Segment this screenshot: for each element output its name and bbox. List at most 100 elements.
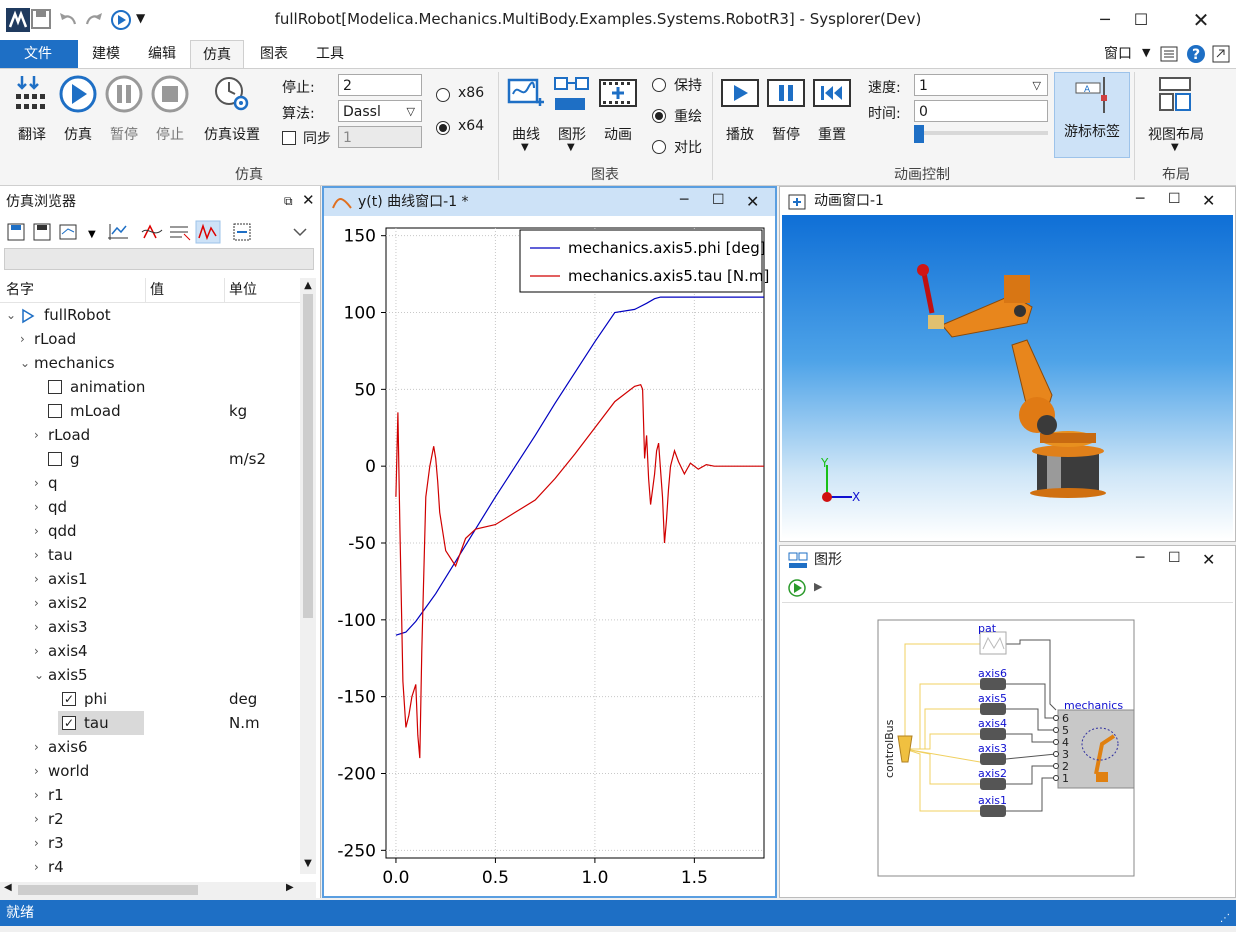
tree-row[interactable]: › axis6: [0, 735, 300, 759]
cursor-label-button[interactable]: A 游标标签: [1054, 72, 1130, 158]
menu-simulation[interactable]: 仿真: [190, 40, 244, 69]
anim-close-button[interactable]: ✕: [1202, 191, 1216, 210]
tree-row[interactable]: › axis2: [0, 591, 300, 615]
tree-row[interactable]: g m/s2: [0, 447, 300, 471]
translate-button[interactable]: 翻译: [8, 74, 56, 144]
chevron-right-icon[interactable]: ›: [34, 644, 39, 658]
chevron-right-icon[interactable]: ›: [34, 764, 39, 778]
chevron-right-icon[interactable]: ›: [34, 428, 39, 442]
chevron-down-icon[interactable]: ⌄: [20, 356, 31, 370]
variable-checkbox[interactable]: [48, 380, 62, 394]
diagram-expand-icon[interactable]: ▶: [814, 580, 823, 593]
x64-radio[interactable]: [436, 121, 450, 135]
diagram-close-button[interactable]: ✕: [1202, 550, 1216, 569]
compare-radio[interactable]: [652, 140, 666, 154]
tree-vertical-scrollbar[interactable]: ▲ ▼: [300, 278, 316, 874]
chevron-down-icon[interactable]: ⌄: [6, 308, 17, 322]
pause-sim-button[interactable]: 暂停: [102, 74, 146, 144]
tree-row[interactable]: ✓ tau N.m: [0, 711, 300, 735]
chevron-right-icon[interactable]: ›: [34, 524, 39, 538]
sync-checkbox[interactable]: [282, 131, 296, 145]
chevron-right-icon[interactable]: ›: [34, 788, 39, 802]
diagram-run-icon[interactable]: [788, 579, 806, 601]
graph-button[interactable]: 图形 ▼: [550, 74, 594, 156]
plot-minimize-button[interactable]: ─: [680, 192, 689, 208]
chevron-down-icon[interactable]: ⌄: [34, 668, 45, 682]
tree-row[interactable]: › qdd: [0, 519, 300, 543]
save-icon[interactable]: [30, 8, 52, 34]
h-scroll-thumb[interactable]: [18, 885, 198, 895]
tree-row[interactable]: › r2: [0, 807, 300, 831]
time-slider-track[interactable]: [914, 131, 1048, 135]
algorithm-select[interactable]: Dassl ▽: [338, 100, 422, 122]
stop-sim-button[interactable]: 停止: [148, 74, 192, 144]
plot-maximize-button[interactable]: ☐: [712, 192, 725, 208]
column-name[interactable]: 名字: [6, 282, 34, 298]
animation-viewport[interactable]: Y X: [782, 215, 1233, 539]
menu-modeling[interactable]: 建模: [92, 46, 120, 62]
variable-checkbox[interactable]: ✓: [62, 692, 76, 706]
menu-edit[interactable]: 编辑: [148, 46, 176, 62]
minimize-button[interactable]: ─: [1100, 10, 1110, 29]
tree-row[interactable]: mLoad kg: [0, 399, 300, 423]
tree-row[interactable]: ⌄ axis5: [0, 663, 300, 687]
variable-checkbox[interactable]: [48, 404, 62, 418]
variable-checkbox[interactable]: ✓: [62, 716, 76, 730]
list-view-icon[interactable]: [1160, 45, 1178, 67]
menu-tools[interactable]: 工具: [316, 46, 344, 62]
port-connector[interactable]: [1053, 727, 1059, 733]
menu-chart[interactable]: 图表: [260, 46, 288, 62]
tree-row[interactable]: › qd: [0, 495, 300, 519]
help-icon[interactable]: ?: [1186, 44, 1206, 68]
stop-time-input[interactable]: 2: [338, 74, 422, 96]
tree-row[interactable]: › axis1: [0, 567, 300, 591]
tree-row[interactable]: ⌄ fullRobot: [0, 303, 300, 327]
chevron-right-icon[interactable]: ›: [34, 740, 39, 754]
tree-horizontal-scrollbar[interactable]: ◀ ▶: [0, 882, 316, 898]
keep-radio[interactable]: [652, 78, 666, 92]
redo-icon[interactable]: [83, 8, 105, 34]
curve-button[interactable]: 曲线 ▼: [504, 74, 548, 156]
diagram-minimize-button[interactable]: ─: [1136, 550, 1145, 566]
chevron-right-icon[interactable]: ›: [20, 332, 25, 346]
scroll-down-icon[interactable]: ▼: [304, 858, 312, 869]
port-connector[interactable]: [1053, 715, 1059, 721]
redraw-radio[interactable]: [652, 109, 666, 123]
maximize-button[interactable]: ☐: [1133, 10, 1149, 29]
window-menu[interactable]: 窗口: [1104, 46, 1132, 62]
port-connector[interactable]: [1053, 751, 1059, 757]
time-slider-thumb[interactable]: [914, 125, 924, 143]
chevron-right-icon[interactable]: ›: [34, 500, 39, 514]
menu-file[interactable]: 文件: [0, 40, 78, 68]
x86-radio[interactable]: [436, 88, 450, 102]
browser-search-input[interactable]: [4, 248, 314, 270]
variable-checkbox[interactable]: [48, 452, 62, 466]
animation-button[interactable]: 动画: [596, 74, 640, 144]
tree-row[interactable]: ⌄ mechanics: [0, 351, 300, 375]
resize-grip-icon[interactable]: ⋰: [1220, 913, 1230, 924]
diagram-maximize-button[interactable]: ☐: [1168, 550, 1181, 566]
port-connector[interactable]: [1053, 775, 1059, 781]
plot-close-button[interactable]: ✕: [746, 192, 760, 211]
quick-simulate-icon[interactable]: [110, 9, 132, 35]
restore-ribbon-icon[interactable]: [1212, 45, 1230, 67]
chevron-right-icon[interactable]: ›: [34, 812, 39, 826]
tree-row[interactable]: › axis3: [0, 615, 300, 639]
panel-close-icon[interactable]: ✕: [302, 191, 315, 209]
tree-row[interactable]: › rLoad: [0, 423, 300, 447]
chevron-right-icon[interactable]: ›: [34, 620, 39, 634]
chevron-right-icon[interactable]: ›: [34, 596, 39, 610]
play-button[interactable]: 播放: [718, 74, 762, 144]
anim-pause-button[interactable]: 暂停: [764, 74, 808, 144]
tree-row[interactable]: › r1: [0, 783, 300, 807]
scroll-right-icon[interactable]: ▶: [286, 882, 294, 893]
undo-icon[interactable]: [57, 8, 79, 34]
scroll-thumb[interactable]: [303, 294, 313, 618]
line-chart[interactable]: 150 100 50 0 -50 -100 -150 -200 -250 0.0 0.5 1.0 1.5…: [324, 216, 775, 896]
simulate-button[interactable]: 仿真: [56, 74, 100, 144]
float-panel-icon[interactable]: ⧉: [284, 194, 293, 208]
tree-row[interactable]: › tau: [0, 543, 300, 567]
window-menu-dropdown-icon[interactable]: ▼: [1142, 46, 1151, 59]
quick-access-dropdown-icon[interactable]: ▼: [136, 11, 146, 25]
sync-value-input[interactable]: 1: [338, 126, 422, 148]
